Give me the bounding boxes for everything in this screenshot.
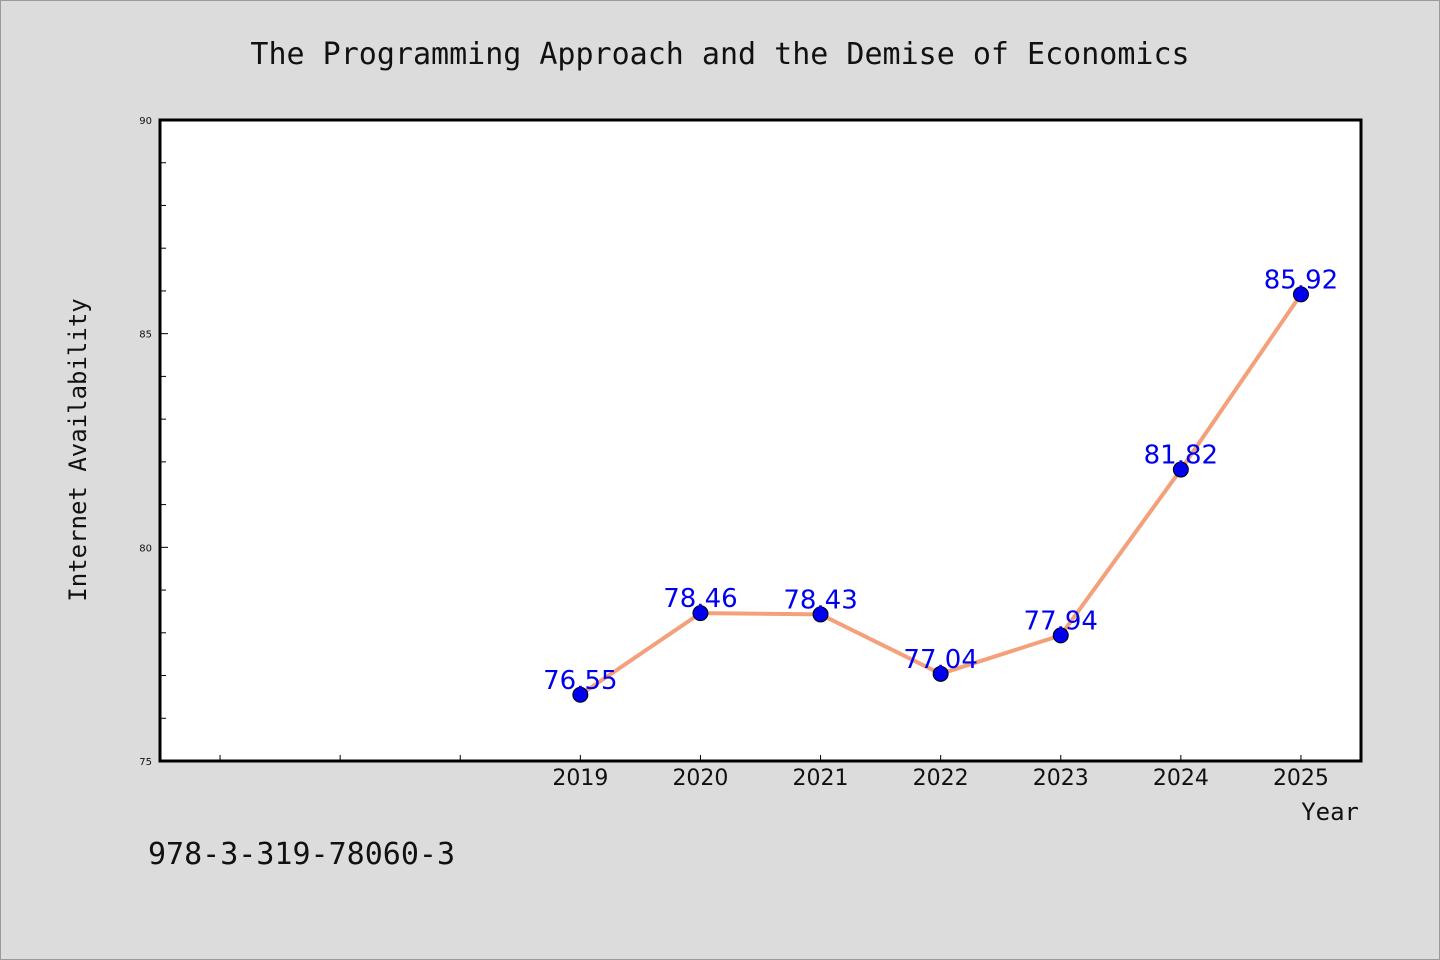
y-tick-label: 90: [139, 116, 152, 127]
data-point: [572, 686, 589, 703]
plot-area: [160, 120, 1361, 761]
x-tick-label: 2019: [552, 766, 608, 791]
data-label: 78.43: [783, 585, 857, 615]
x-tick-label: 2024: [1153, 766, 1209, 791]
data-point: [812, 606, 829, 623]
data-point: [1052, 627, 1069, 644]
data-label: 76.55: [543, 666, 617, 696]
isbn-text: 978-3-319-78060-3: [148, 837, 455, 872]
y-axis-label: Internet Availability: [64, 298, 92, 601]
data-label: 78.46: [663, 584, 737, 614]
x-tick-label: 2020: [672, 766, 728, 791]
data-label: 77.94: [1024, 606, 1098, 636]
x-tick-label: 2023: [1033, 766, 1089, 791]
y-tick-label: 85: [139, 330, 152, 341]
x-tick-label: 2025: [1273, 766, 1329, 791]
plot-frame: [158, 118, 1363, 763]
x-tick-label: 2022: [913, 766, 969, 791]
y-tick-label: 80: [139, 543, 152, 554]
y-tick-label: 75: [139, 757, 152, 768]
data-point: [692, 605, 709, 622]
data-layer: 76.55 78.46 78.43 77.04 77.94 81.82 85.92: [543, 265, 1338, 703]
data-point: [932, 665, 949, 682]
data-point: [1292, 286, 1309, 303]
chart-title: The Programming Approach and the Demise …: [250, 37, 1189, 72]
data-label: 85.92: [1264, 265, 1338, 295]
x-axis-label: Year: [1301, 798, 1359, 826]
data-point: [1172, 461, 1189, 478]
data-label: 77.04: [903, 645, 977, 675]
x-tick-label: 2021: [793, 766, 849, 791]
data-label: 81.82: [1144, 441, 1218, 471]
